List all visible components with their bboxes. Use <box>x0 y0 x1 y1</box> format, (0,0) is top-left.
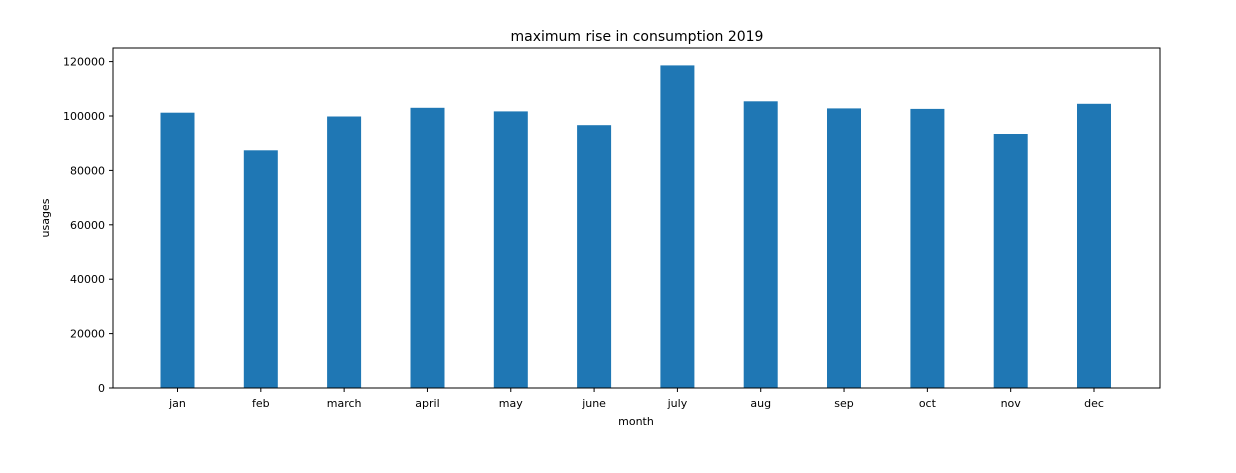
x-axis-label: month <box>618 415 654 428</box>
x-axis: jan feb march april may june july aug sep oct nov d… <box>168 388 1104 410</box>
x-tick-label: aug <box>750 397 771 410</box>
x-tick-label: july <box>667 397 688 410</box>
x-tick-label: june <box>581 397 606 410</box>
bar-march <box>327 116 362 388</box>
bar-oct <box>910 108 945 389</box>
bar-may <box>493 111 528 389</box>
bar-july <box>660 65 695 389</box>
y-tick-label: 80000 <box>70 164 105 177</box>
y-tick-label: 20000 <box>70 328 105 341</box>
bars-group <box>160 65 1111 389</box>
x-tick-label: march <box>327 397 362 410</box>
chart-title: maximum rise in consumption 2019 <box>511 29 764 45</box>
y-tick-label: 0 <box>98 382 105 395</box>
x-tick-label: nov <box>1001 397 1022 410</box>
bar-dec <box>1077 103 1111 389</box>
bar-aug <box>743 101 778 389</box>
x-tick-label: may <box>499 397 523 410</box>
x-tick-label: oct <box>919 397 937 410</box>
y-axis-label: usages <box>39 198 52 237</box>
y-axis: 0 20000 40000 60000 80000 100000 120000 <box>63 56 113 395</box>
bar-april <box>410 107 445 389</box>
x-tick-label: feb <box>252 397 270 410</box>
y-tick-label: 40000 <box>70 273 105 286</box>
y-tick-label: 60000 <box>70 219 105 232</box>
y-tick-label: 100000 <box>63 110 105 123</box>
x-tick-label: dec <box>1084 397 1104 410</box>
x-tick-label: jan <box>168 397 186 410</box>
bar-nov <box>993 134 1028 388</box>
plot-frame <box>112 47 1161 389</box>
bar-june <box>577 125 612 388</box>
bar-sep <box>827 108 861 389</box>
bar-jan <box>160 112 195 388</box>
x-tick-label: april <box>415 397 439 410</box>
y-tick-label: 120000 <box>63 56 105 69</box>
x-tick-label: sep <box>834 397 853 410</box>
bar-feb <box>243 150 278 388</box>
